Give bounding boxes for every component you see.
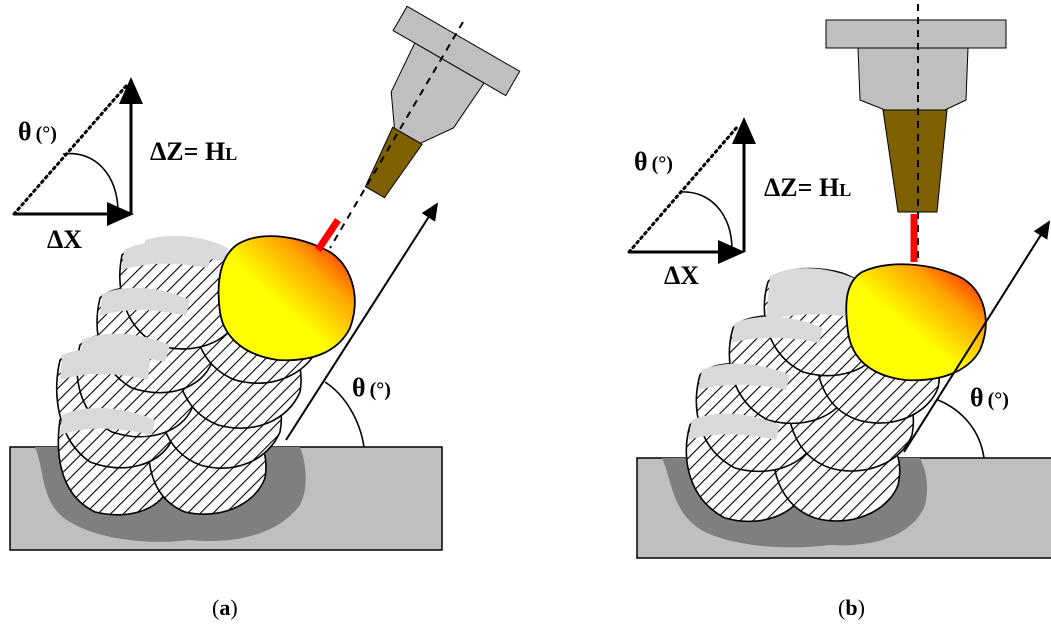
theta-diagonal xyxy=(627,124,740,254)
theta-label: θ (°) xyxy=(634,147,673,176)
angle-triad xyxy=(627,117,756,264)
theta-arc xyxy=(62,152,119,213)
build-angle-arc xyxy=(324,381,365,448)
nozzle-body xyxy=(857,47,969,111)
melt-pool xyxy=(845,263,987,382)
delta-z-label: ΔZ= HL xyxy=(150,137,237,166)
nozzle-tip xyxy=(882,109,948,213)
theta-diagonal xyxy=(12,84,128,216)
delta-x-label: ΔX xyxy=(47,225,82,254)
build-angle-label: θ (°) xyxy=(970,383,1009,412)
build-direction-arrow xyxy=(903,220,1051,453)
nozzle xyxy=(825,19,1007,213)
panel-caption-b: (b) xyxy=(838,595,865,620)
laser-beam xyxy=(315,218,341,252)
build-angle-label: θ (°) xyxy=(352,373,391,402)
nozzle xyxy=(364,5,521,199)
remelted-regions xyxy=(60,235,228,435)
theta-label: θ (°) xyxy=(18,117,57,146)
theta-arc xyxy=(679,191,733,251)
panel-b: θ (°) ΔZ= HL ΔX θ (°) (b) xyxy=(627,4,1051,620)
nozzle-flange xyxy=(825,19,1007,49)
melt-pool xyxy=(217,235,356,362)
remelted-regions xyxy=(688,268,858,440)
panel-caption-a: (a) xyxy=(212,595,238,620)
build-direction-arrow xyxy=(285,202,439,441)
delta-z-label: ΔZ= HL xyxy=(764,173,851,202)
delta-x-label: ΔX xyxy=(664,261,699,290)
nozzle-axis xyxy=(329,21,464,249)
nozzle-tip xyxy=(364,126,423,199)
panel-a: θ (°) ΔZ= HL ΔX θ (°) (a) xyxy=(9,5,521,620)
build-angle-arc xyxy=(937,399,985,459)
angle-triad xyxy=(12,77,143,226)
